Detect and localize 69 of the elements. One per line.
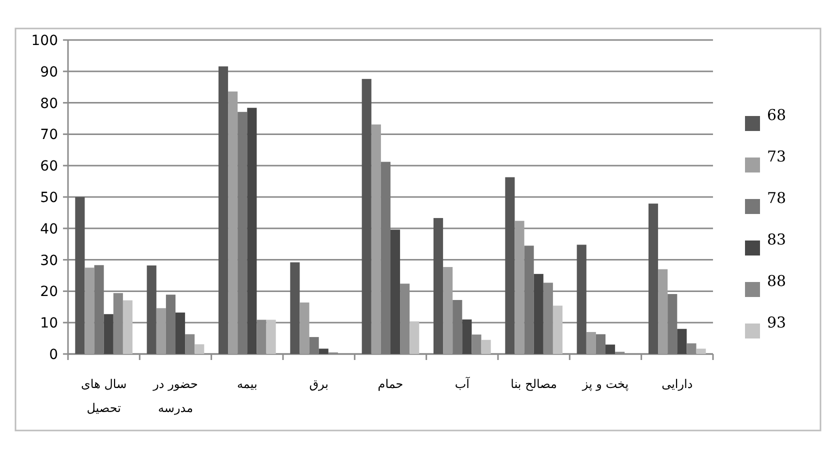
bar	[290, 262, 300, 354]
bar	[576, 244, 586, 354]
x-tick-label: دارایی	[662, 377, 693, 391]
bar	[166, 294, 176, 354]
bar	[218, 66, 228, 354]
bar	[648, 204, 658, 354]
y-tick-label: 60	[40, 158, 58, 175]
bar	[552, 306, 562, 354]
bar	[677, 328, 687, 354]
x-tick-label: حمام	[378, 377, 404, 391]
bar	[371, 124, 381, 354]
y-tick-label: 40	[40, 221, 58, 238]
bar	[194, 344, 204, 354]
bar	[534, 274, 544, 354]
y-tick-label: 100	[31, 33, 58, 49]
x-tick-label: حضور در مدرسه	[152, 377, 198, 415]
x-tick-label: بیمه	[236, 377, 258, 391]
bar	[452, 300, 462, 354]
bar	[247, 108, 257, 354]
bar	[505, 177, 515, 354]
bar	[390, 230, 400, 354]
legend-label: 78	[767, 189, 786, 207]
bar	[84, 268, 94, 354]
x-tick-label: برق	[309, 377, 328, 391]
x-tick-label: سال های تحصیل	[81, 377, 127, 415]
bar	[309, 337, 319, 354]
bar	[606, 344, 616, 354]
legend-label: 83	[767, 230, 786, 248]
bar	[462, 319, 472, 354]
bar	[146, 265, 156, 354]
bar	[668, 294, 678, 354]
y-tick-label: 20	[40, 284, 58, 300]
bar	[156, 308, 166, 354]
y-tick-label: 80	[40, 96, 58, 112]
y-tick-label: 90	[40, 64, 58, 80]
bar	[524, 246, 534, 354]
bar	[410, 321, 420, 354]
bar	[514, 220, 524, 354]
x-tick-label: آب	[454, 376, 470, 391]
bar	[318, 348, 328, 354]
bar	[94, 265, 104, 354]
y-tick-label: 70	[40, 127, 58, 144]
bar	[300, 302, 310, 354]
x-tick-label: پخت و پز	[581, 377, 629, 391]
bar	[443, 267, 453, 354]
bar	[434, 218, 444, 354]
bar	[586, 332, 596, 354]
legend-label: 68	[767, 106, 786, 124]
legend-label: 93	[767, 314, 786, 332]
y-tick-label: 50	[40, 190, 58, 206]
x-tick-label: مصالح بنا	[510, 377, 557, 391]
legend-label: 73	[767, 148, 786, 166]
bar	[380, 162, 390, 354]
y-tick-label: 30	[40, 252, 58, 269]
bar	[228, 91, 238, 354]
bar	[122, 300, 132, 354]
bar	[75, 197, 85, 354]
bar	[481, 340, 491, 354]
bar	[362, 78, 372, 354]
bar	[266, 320, 276, 354]
legend-label: 88	[767, 272, 786, 290]
bar	[658, 269, 668, 354]
bar	[596, 334, 606, 354]
bar	[696, 348, 706, 354]
bar	[238, 112, 248, 354]
bar	[104, 314, 114, 354]
y-tick-label: 0	[49, 347, 58, 363]
bar	[176, 312, 186, 354]
y-tick-label: 10	[40, 316, 58, 332]
